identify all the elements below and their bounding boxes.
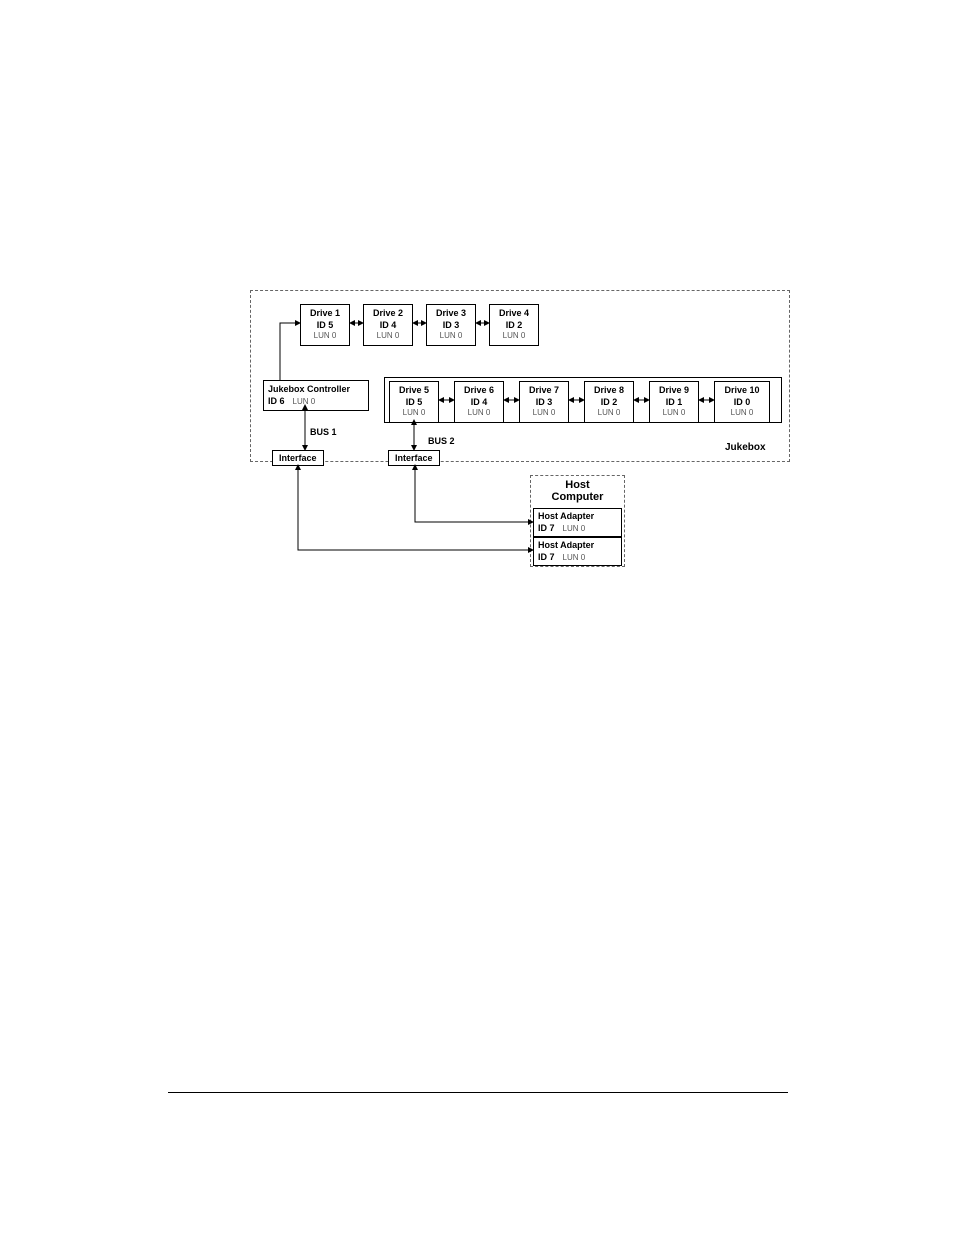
drive-title: Drive 1 — [303, 308, 347, 320]
host-adapter-lun: LUN 0 — [563, 553, 586, 563]
drive-id: ID 5 — [303, 320, 347, 332]
drive-lun: LUN 0 — [522, 408, 566, 418]
bus-2-label: BUS 2 — [428, 436, 455, 446]
drive-lun: LUN 0 — [429, 331, 473, 341]
drive-7: Drive 7 ID 3 LUN 0 — [519, 381, 569, 423]
drive-8: Drive 8 ID 2 LUN 0 — [584, 381, 634, 423]
host-adapter-id: ID 7 — [538, 552, 555, 564]
interface-2: Interface — [388, 450, 440, 466]
page-footer-rule — [168, 1092, 788, 1093]
interface-1: Interface — [272, 450, 324, 466]
host-title: Host Computer — [531, 479, 624, 503]
host-adapter-title: Host Adapter — [538, 540, 617, 552]
drive-title: Drive 6 — [457, 385, 501, 397]
host-adapter-lun: LUN 0 — [563, 524, 586, 534]
host-adapter-id: ID 7 — [538, 523, 555, 535]
drive-1: Drive 1 ID 5 LUN 0 — [300, 304, 350, 346]
drive-title: Drive 7 — [522, 385, 566, 397]
drive-9: Drive 9 ID 1 LUN 0 — [649, 381, 699, 423]
drive-id: ID 3 — [522, 397, 566, 409]
drive-title: Drive 3 — [429, 308, 473, 320]
drive-title: Drive 9 — [652, 385, 696, 397]
drive-id: ID 0 — [717, 397, 767, 409]
controller-id: ID 6 — [268, 396, 285, 408]
drive-lun: LUN 0 — [303, 331, 347, 341]
drive-lun: LUN 0 — [492, 331, 536, 341]
drive-6: Drive 6 ID 4 LUN 0 — [454, 381, 504, 423]
host-title-line2: Computer — [531, 491, 624, 503]
drive-5: Drive 5 ID 5 LUN 0 — [389, 381, 439, 423]
drive-4: Drive 4 ID 2 LUN 0 — [489, 304, 539, 346]
drive-id: ID 4 — [457, 397, 501, 409]
drive-id: ID 2 — [587, 397, 631, 409]
drive-lun: LUN 0 — [587, 408, 631, 418]
controller-lun: LUN 0 — [293, 397, 316, 407]
drive-lun: LUN 0 — [366, 331, 410, 341]
drive-3: Drive 3 ID 3 LUN 0 — [426, 304, 476, 346]
jukebox-label: Jukebox — [725, 442, 766, 453]
controller-title: Jukebox Controller — [268, 384, 364, 396]
jukebox-controller: Jukebox Controller ID 6 LUN 0 — [263, 380, 369, 411]
drive-title: Drive 5 — [392, 385, 436, 397]
host-adapter-2: Host Adapter ID 7 LUN 0 — [533, 537, 622, 566]
scsi-jukebox-diagram: Drive 1 ID 5 LUN 0 Drive 2 ID 4 LUN 0 Dr… — [250, 290, 790, 570]
host-adapter-title: Host Adapter — [538, 511, 617, 523]
drive-title: Drive 10 — [717, 385, 767, 397]
drive-lun: LUN 0 — [457, 408, 501, 418]
drive-title: Drive 8 — [587, 385, 631, 397]
drive-id: ID 3 — [429, 320, 473, 332]
drive-10: Drive 10 ID 0 LUN 0 — [714, 381, 770, 423]
host-title-line1: Host — [531, 479, 624, 491]
drive-title: Drive 2 — [366, 308, 410, 320]
host-adapter-1: Host Adapter ID 7 LUN 0 — [533, 508, 622, 537]
bus-1-label: BUS 1 — [310, 427, 337, 437]
drive-id: ID 4 — [366, 320, 410, 332]
drive-lun: LUN 0 — [652, 408, 696, 418]
drive-id: ID 2 — [492, 320, 536, 332]
drive-title: Drive 4 — [492, 308, 536, 320]
drive-lun: LUN 0 — [717, 408, 767, 418]
drive-id: ID 1 — [652, 397, 696, 409]
drive-lun: LUN 0 — [392, 408, 436, 418]
drive-2: Drive 2 ID 4 LUN 0 — [363, 304, 413, 346]
drive-id: ID 5 — [392, 397, 436, 409]
